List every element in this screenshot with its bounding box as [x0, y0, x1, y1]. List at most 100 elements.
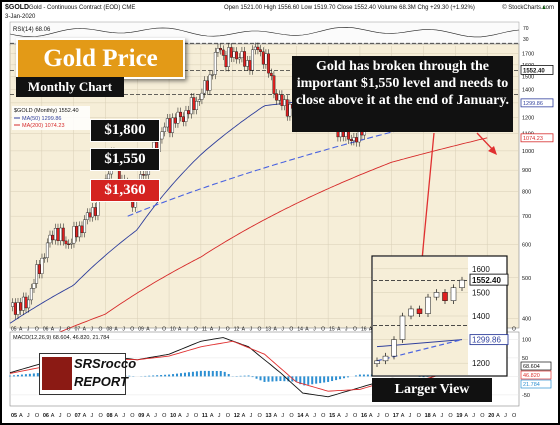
x-tick-label: A	[114, 413, 118, 419]
rsi-line	[9, 26, 520, 38]
inset-price-box	[469, 273, 509, 286]
inset-y-tick: 1400	[472, 312, 490, 321]
candle	[227, 47, 230, 67]
x-tick-label: 10	[170, 413, 176, 419]
x-tick-label-mid: A	[83, 327, 87, 333]
x-tick-label: J	[154, 413, 157, 419]
candle	[88, 212, 92, 218]
x-tick-label: O	[226, 413, 231, 419]
x-tick-label-mid: J	[27, 327, 30, 333]
y-tick-label: 800	[522, 190, 531, 196]
x-tick-label-mid: 15	[329, 327, 335, 333]
candle	[173, 117, 177, 124]
chart-title: Gold Price	[16, 38, 185, 79]
x-tick-label-mid: J	[345, 327, 348, 333]
x-tick-label: 19	[456, 413, 462, 419]
macd-histogram-bar	[358, 374, 361, 377]
x-tick-label: 20	[488, 413, 494, 419]
macd-histogram-bar	[164, 374, 167, 377]
macd-histogram-bar	[128, 375, 131, 377]
x-tick-label-mid: 14	[297, 327, 303, 333]
macd-histogram-bar	[339, 376, 342, 380]
candle	[75, 226, 79, 238]
candle	[208, 74, 212, 91]
macd-histogram-bar	[195, 371, 198, 377]
inset-trendline	[376, 339, 463, 362]
macd-histogram-bar	[307, 376, 310, 385]
y-tick-label: 900	[522, 168, 531, 174]
chart-subtitle: Monthly Chart	[16, 77, 124, 97]
x-tick-label: A	[433, 413, 437, 419]
x-tick-label: A	[337, 413, 341, 419]
macd-histogram-bar	[32, 373, 35, 377]
macd-histogram-bar	[172, 374, 175, 377]
macd-histogram-bar	[156, 375, 159, 377]
x-tick-label: J	[281, 413, 284, 419]
x-tick-label-mid: O	[258, 327, 262, 333]
x-tick-label-mid: 06	[43, 327, 49, 333]
inset-candle	[450, 287, 457, 301]
x-tick-label: J	[440, 413, 443, 419]
macd-histogram-bar	[20, 374, 23, 377]
x-tick-label: 07	[75, 413, 81, 419]
x-tick-label: 17	[393, 413, 399, 419]
macd-histogram-bar	[207, 370, 210, 377]
inset-candle	[374, 360, 380, 364]
candle	[280, 94, 284, 106]
macd-histogram-bar	[323, 376, 326, 383]
macd-histogram-bar	[9, 375, 11, 377]
x-tick-label: O	[480, 413, 485, 419]
macd-histogram-bar	[311, 376, 314, 385]
source-text: © StockCharts.com	[502, 4, 554, 11]
macd-histogram-bar	[215, 370, 218, 377]
y-tick-label: 1000	[522, 149, 534, 155]
macd-histogram-bar	[347, 376, 350, 378]
candle	[232, 51, 236, 58]
logo-text-line1: SRSrocco	[74, 356, 137, 371]
x-tick-label-mid: O	[226, 327, 230, 333]
candle	[253, 46, 257, 50]
candle	[181, 116, 185, 122]
candle	[56, 228, 60, 241]
candle	[69, 242, 73, 245]
macd-histogram-bar	[303, 376, 306, 386]
x-tick-label-mid: A	[369, 327, 373, 333]
candle	[245, 60, 249, 67]
inset-y-tick: 1500	[472, 288, 490, 297]
ohlc-arrow-icon: ▲	[541, 5, 547, 11]
macd-y-tick: 100	[522, 337, 531, 343]
macd-histogram-bar	[36, 373, 39, 377]
inset-candle	[399, 315, 406, 340]
x-tick-label-mid: O	[67, 327, 71, 333]
ma50-label: 1299.86	[523, 101, 543, 107]
macd-histogram-bar	[366, 374, 369, 377]
candle	[192, 97, 196, 110]
macd-histogram-bar	[299, 376, 302, 385]
rsi-tick: 30	[523, 37, 529, 43]
y-tick-label: 600	[522, 242, 531, 248]
x-tick-label: J	[504, 413, 507, 419]
macd-histogram-bar	[12, 375, 15, 377]
logo-icon	[42, 357, 72, 390]
candle	[24, 296, 28, 309]
candle	[48, 234, 52, 244]
macd-histogram-bar	[176, 373, 179, 377]
annotation-arrowhead-2	[488, 146, 497, 155]
inset-ma-label: 1299.86	[472, 336, 501, 345]
macd-histogram-bar	[239, 375, 242, 377]
x-tick-label: A	[369, 413, 373, 419]
x-tick-label: J	[186, 413, 189, 419]
y-tick-label: 500	[522, 276, 531, 282]
x-tick-label-mid: 09	[138, 327, 144, 333]
x-tick-label: O	[321, 413, 326, 419]
candle	[43, 257, 47, 259]
macd-histogram-bar	[168, 374, 171, 377]
candle	[80, 225, 84, 233]
candle	[272, 75, 276, 94]
legend-box	[12, 106, 90, 130]
x-tick-label-mid: J	[186, 327, 189, 333]
candle	[171, 117, 175, 133]
legend-ma50: MA(50) 1299.86	[22, 116, 61, 122]
x-tick-label: O	[98, 413, 103, 419]
